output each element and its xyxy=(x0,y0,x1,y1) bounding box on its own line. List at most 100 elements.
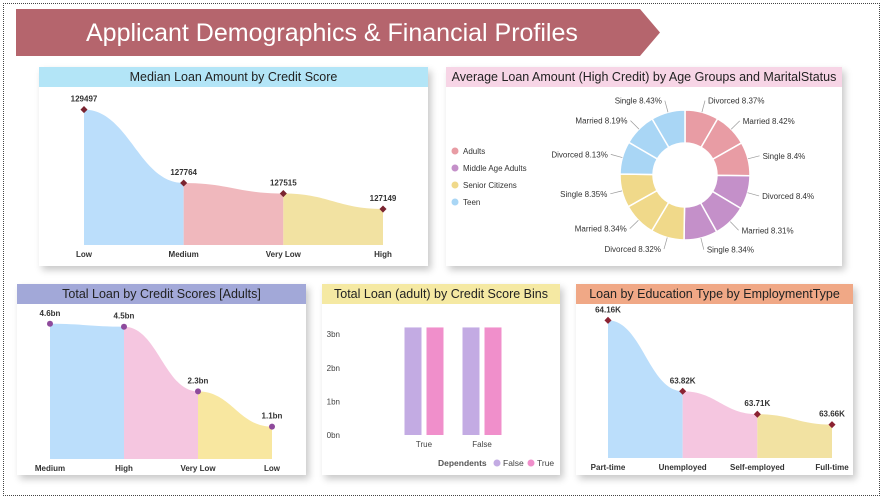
slice-label: Married 8.31% xyxy=(742,226,794,235)
category-label: Part-time xyxy=(591,463,626,472)
credit-bins-bar-chart: 0bn 1bn 2bn 3bn True False Dependents False True xyxy=(327,327,554,468)
legend-marker xyxy=(451,164,459,172)
data-label: 4.6bn xyxy=(40,309,61,318)
page-banner: Applicant Demographics & Financial Profi… xyxy=(16,9,660,56)
slice-label: Married 8.19% xyxy=(575,117,627,126)
data-label: 63.82K xyxy=(670,376,696,385)
leader-line xyxy=(700,237,705,250)
average-loan-by-age-marital-card: Average Loan Amount (High Credit) by Age… xyxy=(446,67,842,266)
data-point xyxy=(47,320,53,327)
slice-label: Married 8.42% xyxy=(743,117,795,126)
legend-label: True xyxy=(537,458,554,468)
category-label: Very Low xyxy=(266,250,302,259)
area-segment xyxy=(198,391,272,459)
leader-line xyxy=(664,100,669,113)
legend-title: Dependents xyxy=(438,458,487,468)
legend-label: Adults xyxy=(463,147,485,156)
total-loan-adults-area-chart: 4.6bn Medium 4.5bn High 2.3bn Very Low 1.1bn Lo… xyxy=(35,309,283,473)
leader-line xyxy=(701,100,706,113)
data-point xyxy=(180,179,188,187)
slice-label: Divorced 8.37% xyxy=(708,97,764,106)
slice-label: Divorced 8.4% xyxy=(762,192,814,201)
x-tick-label: False xyxy=(472,440,492,449)
chart-title: Total Loan (adult) by Credit Score Bins xyxy=(322,284,560,304)
leader-line xyxy=(610,154,623,158)
total-loan-by-credit-adults-card: Total Loan by Credit Scores [Adults] 4.6… xyxy=(17,284,306,475)
page-title: Applicant Demographics & Financial Profi… xyxy=(86,19,578,47)
data-label: 63.66K xyxy=(819,410,845,419)
data-label: 127515 xyxy=(270,179,297,188)
chart-title: Total Loan by Credit Scores [Adults] xyxy=(17,284,306,304)
legend-label: Middle Age Adults xyxy=(463,164,527,173)
donut-slice xyxy=(651,109,686,149)
legend-marker xyxy=(451,198,459,206)
education-employment-area-chart: 64.16K Part-time 63.82K Unemployed 63.71K Sel… xyxy=(591,305,850,472)
data-point xyxy=(828,421,836,429)
legend-label: Teen xyxy=(463,198,480,207)
category-label: Medium xyxy=(35,464,65,473)
total-loan-by-credit-bins-card: Total Loan (adult) by Credit Score Bins … xyxy=(322,284,560,475)
data-point xyxy=(195,388,201,395)
category-label: High xyxy=(374,250,392,259)
area-segment xyxy=(682,391,758,458)
data-label: 1.1bn xyxy=(262,412,283,421)
category-label: Medium xyxy=(169,250,199,259)
area-segment xyxy=(608,320,683,458)
leader-line xyxy=(729,221,739,231)
slice-label: Single 8.35% xyxy=(560,190,607,199)
legend-marker xyxy=(451,147,459,155)
area-segment xyxy=(183,182,284,245)
legend-marker xyxy=(493,459,501,467)
leader-line xyxy=(630,120,640,130)
area-segment xyxy=(124,326,198,459)
slice-label: Divorced 8.13% xyxy=(551,150,607,159)
y-tick-label: 1bn xyxy=(327,397,340,406)
area-segment xyxy=(757,414,832,458)
chart-title: Loan by Education Type by EmploymentType xyxy=(576,284,853,304)
leader-line xyxy=(747,155,760,160)
data-point xyxy=(604,316,612,324)
data-point xyxy=(121,323,127,330)
legend-label: False xyxy=(503,458,524,468)
category-label: Full-time xyxy=(815,463,849,472)
category-label: High xyxy=(115,464,133,473)
x-tick-label: True xyxy=(416,440,433,449)
y-tick-label: 0bn xyxy=(327,431,340,440)
bar xyxy=(426,327,444,435)
category-label: Unemployed xyxy=(659,463,707,472)
slice-label: Single 8.43% xyxy=(615,97,662,106)
legend-marker xyxy=(527,459,535,467)
y-tick-label: 2bn xyxy=(327,364,340,373)
leader-line xyxy=(663,237,668,250)
legend-label: Senior Citizens xyxy=(463,181,517,190)
legend-marker xyxy=(451,181,459,189)
bar xyxy=(462,327,480,435)
bar xyxy=(484,327,502,435)
area-segment xyxy=(84,109,184,245)
data-label: 2.3bn xyxy=(188,376,209,385)
chart-title: Average Loan Amount (High Credit) by Age… xyxy=(446,67,842,87)
leader-line xyxy=(610,190,623,195)
data-point xyxy=(379,205,387,213)
y-tick-label: 3bn xyxy=(327,330,340,339)
data-label: 4.5bn xyxy=(114,312,135,321)
category-label: Very Low xyxy=(180,464,216,473)
bar xyxy=(404,327,422,435)
data-label: 129497 xyxy=(71,95,98,104)
data-label: 127764 xyxy=(170,168,197,177)
area-segment xyxy=(283,193,383,245)
age-marital-donut-chart: Adults Middle Age Adults Senior Citizens Te… xyxy=(451,97,814,255)
leader-line xyxy=(730,120,740,130)
data-label: 127149 xyxy=(370,194,397,203)
category-label: Self-employed xyxy=(730,463,785,472)
banner-shape xyxy=(16,9,660,56)
median-loan-by-credit-score-card: Median Loan Amount by Credit Score 12949… xyxy=(39,67,428,266)
data-point xyxy=(269,423,275,430)
loan-by-education-employment-card: Loan by Education Type by EmploymentType… xyxy=(576,284,853,475)
leader-line xyxy=(629,220,639,229)
slice-label: Married 8.34% xyxy=(575,225,627,234)
leader-line xyxy=(747,192,760,197)
slice-label: Divorced 8.32% xyxy=(604,245,660,254)
chart-title: Median Loan Amount by Credit Score xyxy=(39,67,428,87)
area-segment xyxy=(50,323,124,459)
